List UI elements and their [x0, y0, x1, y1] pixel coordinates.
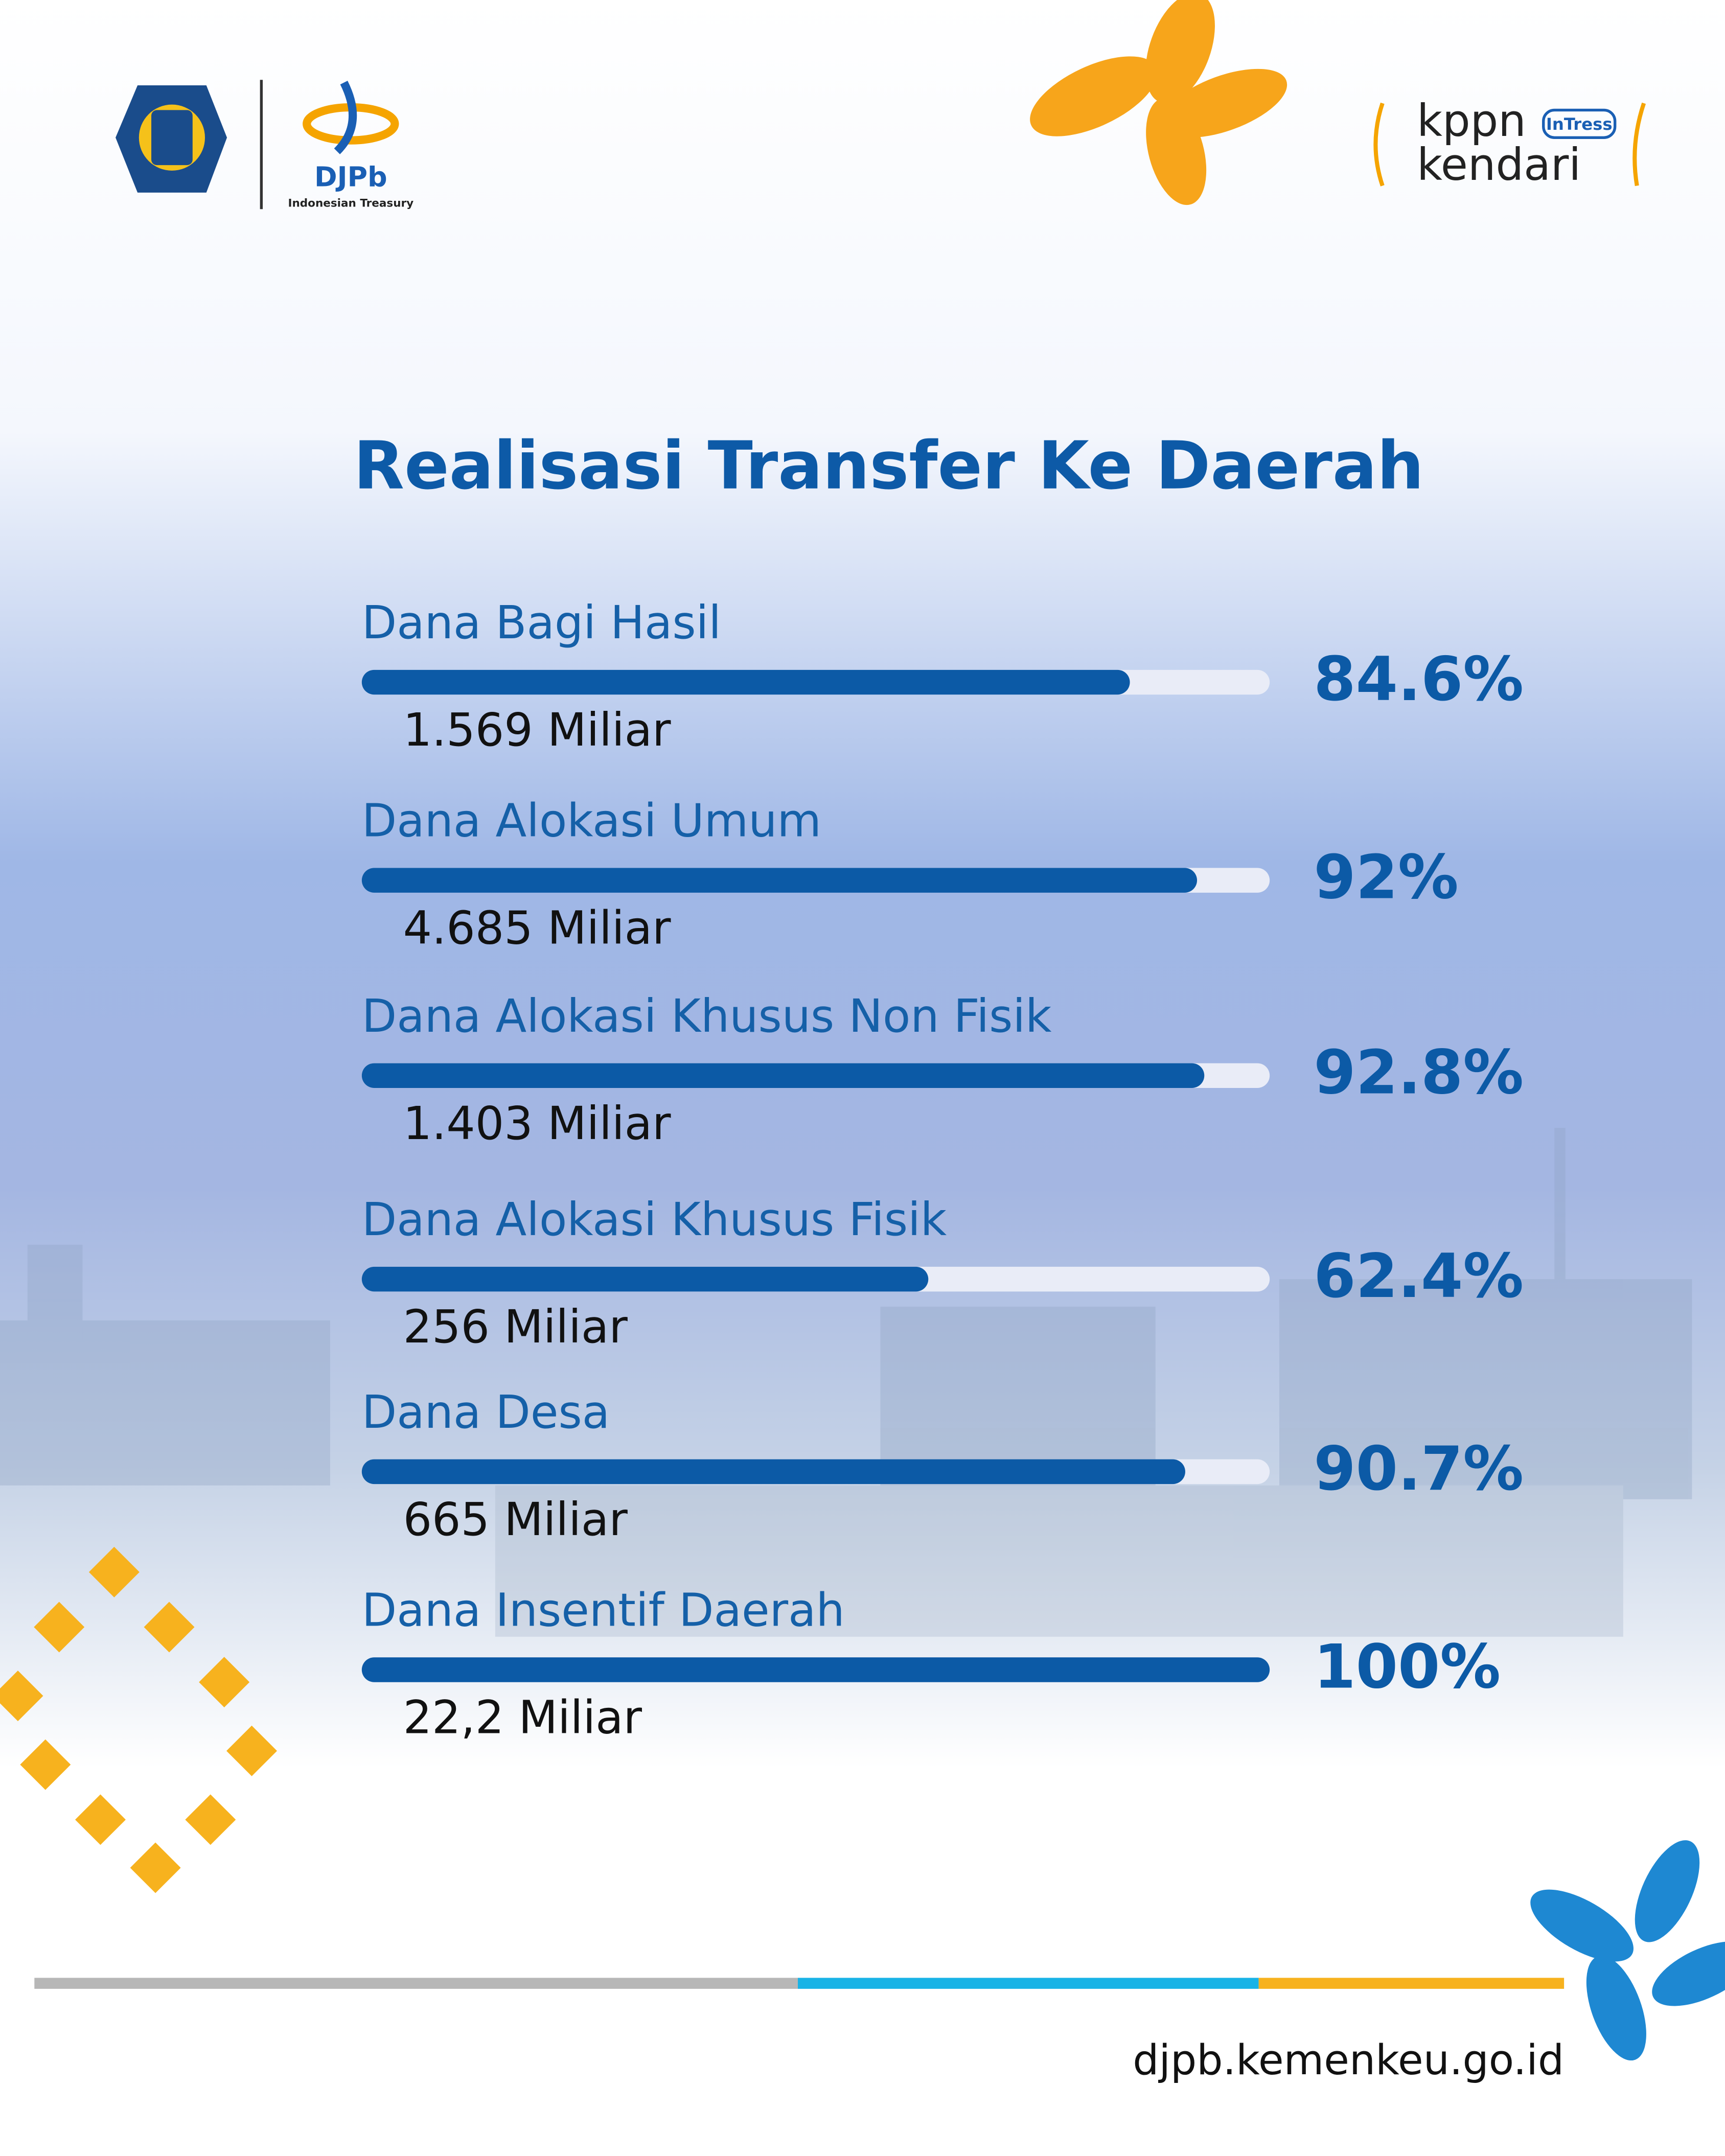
- background-scene: [0, 1128, 1692, 1637]
- value-label: 92.8%: [1314, 1037, 1524, 1108]
- footer-line: [798, 1978, 1259, 1989]
- footer-line: [1258, 1978, 1565, 1989]
- brand-top: kppn: [1417, 96, 1526, 147]
- bar: [361, 1266, 929, 1292]
- orange-flower: [1030, 0, 1287, 205]
- category-label: Dana Bagi Hasil: [362, 596, 721, 649]
- brand-badge: InTress: [1546, 114, 1613, 134]
- value-label: 84.6%: [1314, 644, 1524, 714]
- amount-label: 1.569 Miliar: [403, 704, 671, 756]
- bar: [361, 669, 1130, 695]
- bar: [361, 868, 1198, 893]
- brand-bottom: kendari: [1417, 140, 1581, 191]
- bar: [361, 1063, 1205, 1088]
- amount-label: 4.685 Miliar: [403, 902, 671, 955]
- category-label: Dana Desa: [362, 1386, 610, 1439]
- category-label: Dana Insentif Daerah: [362, 1584, 845, 1637]
- value-label: 62.4%: [1314, 1241, 1524, 1311]
- logo-subtext: Indonesian Treasury: [288, 197, 413, 210]
- bar: [361, 1657, 1270, 1682]
- yellow-diamonds: [0, 1546, 278, 1893]
- category-label: Dana Alokasi Khusus Non Fisik: [362, 990, 1052, 1042]
- footer-line: [34, 1978, 798, 1989]
- category-label: Dana Alokasi Khusus Fisik: [362, 1193, 947, 1246]
- category-label: Dana Alokasi Umum: [362, 795, 821, 847]
- footer-url: djpb.kemenkeu.go.id: [1133, 2036, 1564, 2084]
- value-label: 90.7%: [1314, 1433, 1524, 1504]
- value-label: 92%: [1314, 842, 1458, 913]
- kppn-brand: kppn InTress kendari: [1373, 96, 1646, 191]
- brand-badge-frame: [1542, 108, 1617, 139]
- blue-flower: [1530, 1840, 1725, 2061]
- value-label: 100%: [1314, 1631, 1501, 1702]
- bar: [361, 1459, 1185, 1485]
- amount-label: 256 Miliar: [403, 1301, 628, 1353]
- logo-text: DJPb: [314, 161, 387, 193]
- amount-label: 1.403 Miliar: [403, 1097, 671, 1150]
- amount-label: 22,2 Miliar: [403, 1691, 642, 1744]
- amount-label: 665 Miliar: [403, 1493, 628, 1546]
- ministry-emblem: [116, 85, 227, 193]
- chart-title: Realisasi Transfer Ke Daerah: [354, 428, 1424, 504]
- djpb-logo: DJPb Indonesian Treasury: [288, 81, 413, 210]
